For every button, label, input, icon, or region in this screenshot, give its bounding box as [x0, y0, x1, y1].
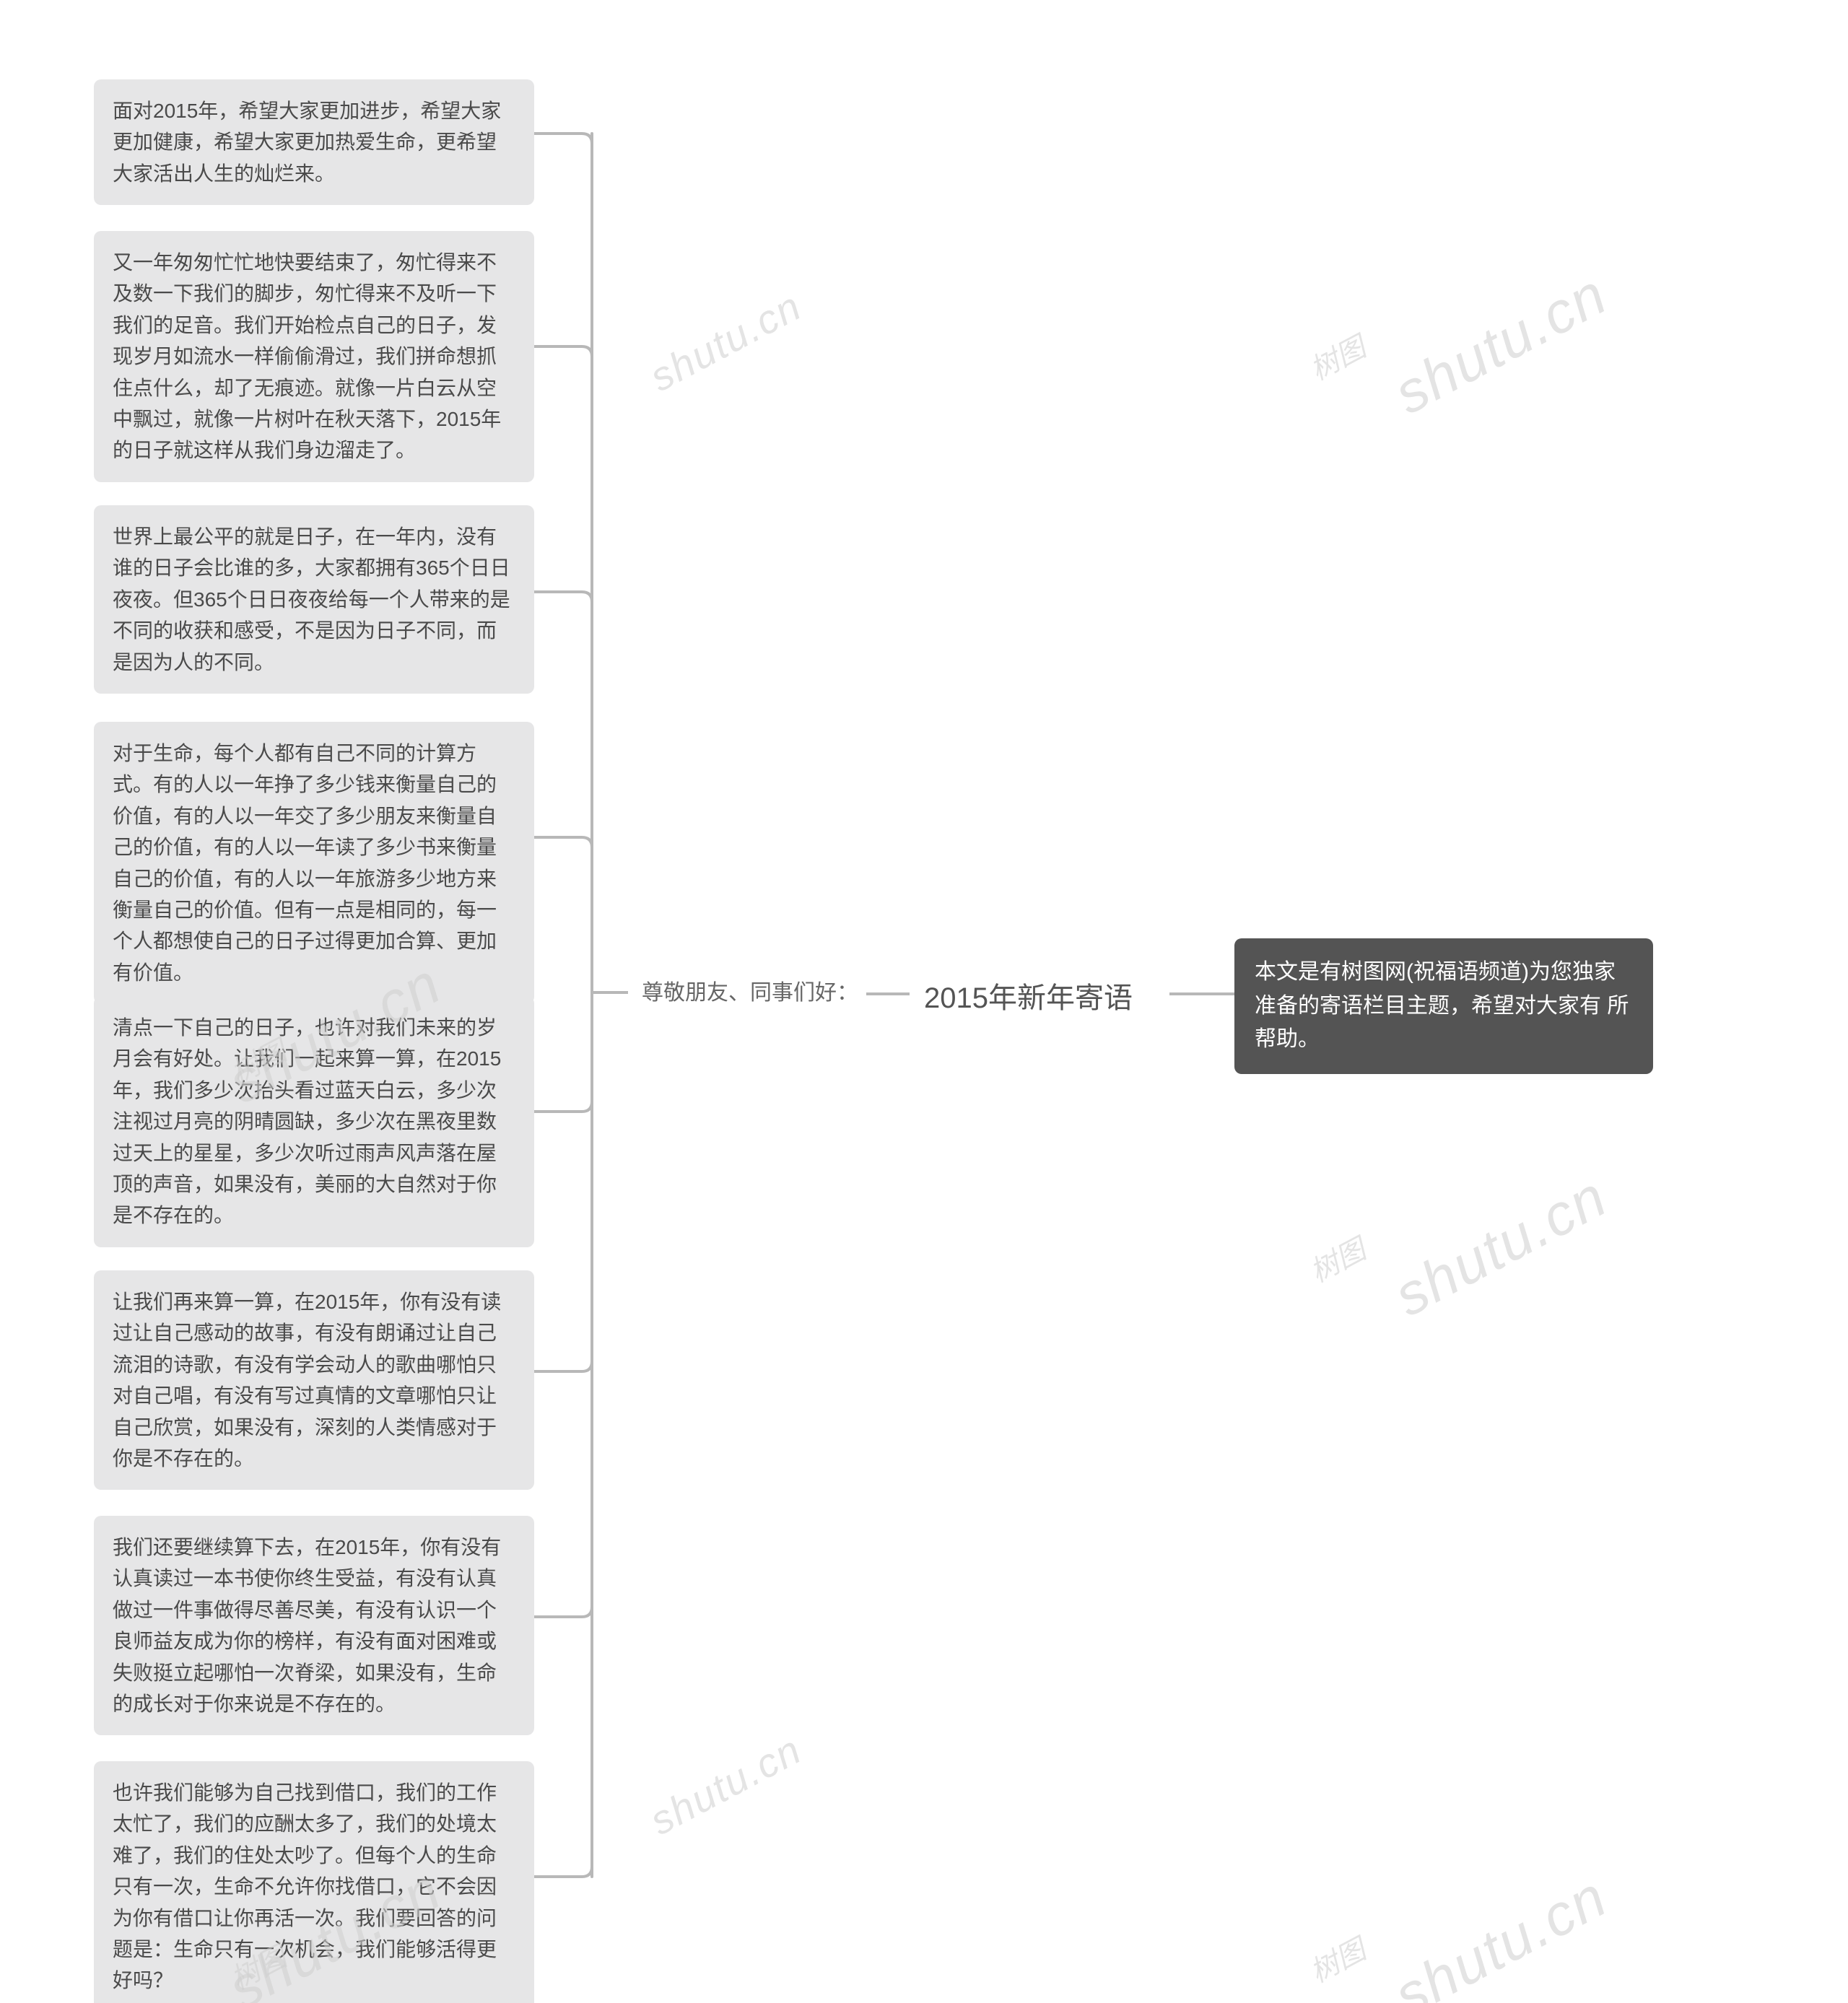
- leaf-node-4[interactable]: 对于生命，每个人都有自己不同的计算方式。有的人以一年挣了多少钱来衡量自己的价值，…: [94, 722, 534, 1004]
- watermark-4: 树图: [1302, 324, 1372, 388]
- watermark-6: 树图: [1302, 1226, 1372, 1291]
- watermark-5: shutu.cn: [1384, 261, 1618, 427]
- summary-node[interactable]: 本文是有树图网(祝福语频道)为您独家准备的寄语栏目主题，希望对大家有 所帮助。: [1234, 938, 1653, 1074]
- leaf-node-2[interactable]: 又一年匆匆忙忙地快要结束了，匆忙得来不及数一下我们的脚步，匆忙得来不及听一下我们…: [94, 231, 534, 482]
- watermark-7: shutu.cn: [1384, 1163, 1618, 1330]
- leaf-node-7[interactable]: 我们还要继续算下去，在2015年，你有没有认真读过一本书使你终生受益，有没有认真…: [94, 1516, 534, 1735]
- leaf-node-5[interactable]: 清点一下自己的日子，也许对我们未来的岁月会有好处。让我们一起来算一算，在2015…: [94, 996, 534, 1247]
- greeting-node[interactable]: 尊敬朋友、同事们好：: [628, 969, 866, 1018]
- leaf-node-6[interactable]: 让我们再来算一算，在2015年，你有没有读过让自己感动的故事，有没有朗诵过让自己…: [94, 1270, 534, 1490]
- center-node[interactable]: 2015年新年寄语: [910, 969, 1169, 1028]
- watermark-10: shutu.cn: [642, 282, 809, 401]
- watermark-11: shutu.cn: [642, 1726, 809, 1844]
- leaf-node-8[interactable]: 也许我们能够为自己找到借口，我们的工作太忙了，我们的应酬太多了，我们的处境太难了…: [94, 1761, 534, 2003]
- leaf-node-3[interactable]: 世界上最公平的就是日子，在一年内，没有谁的日子会比谁的多，大家都拥有365个日日…: [94, 505, 534, 694]
- leaf-node-1[interactable]: 面对2015年，希望大家更加进步，希望大家更加健康，希望大家更加热爱生命，更希望…: [94, 79, 534, 205]
- watermark-8: 树图: [1302, 1926, 1372, 1991]
- mindmap-canvas: 2015年新年寄语 本文是有树图网(祝福语频道)为您独家准备的寄语栏目主题，希望…: [0, 0, 1848, 2003]
- watermark-9: shutu.cn: [1384, 1863, 1618, 2003]
